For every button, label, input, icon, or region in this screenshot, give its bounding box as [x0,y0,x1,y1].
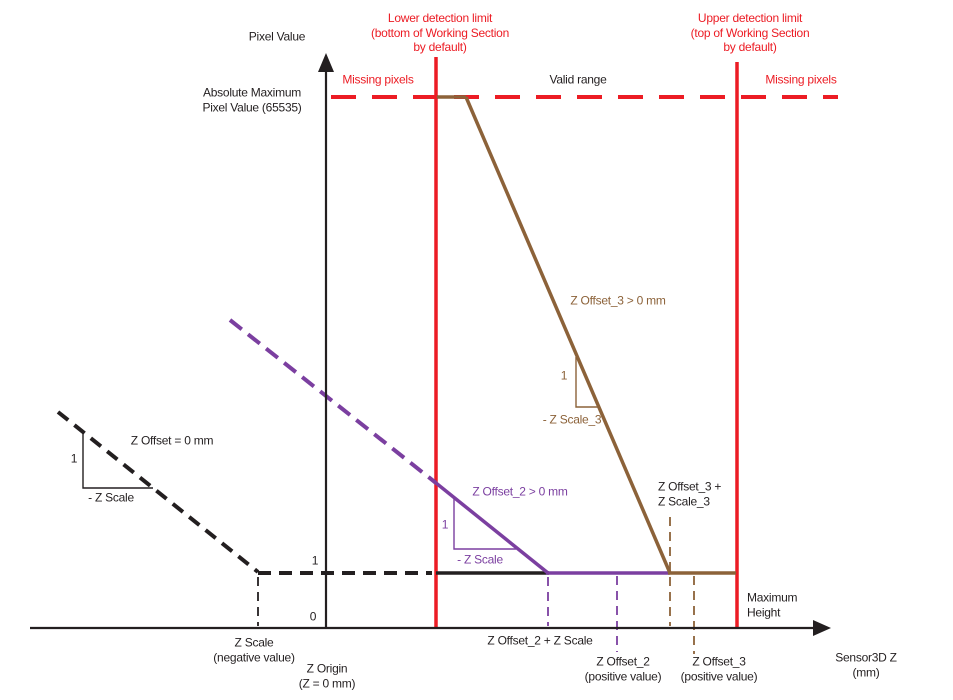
purple-slope-triangle [453,498,516,550]
maximum-height-label: Maximum Height [747,590,798,619]
black-rise-label: 1 [70,451,78,466]
missing-pixels-left-label: Missing pixels [342,72,414,87]
absolute-max-label: Absolute Maximum Pixel Value (65535) [202,85,302,114]
purple-curve-label: Z Offset_2 > 0 mm [472,484,568,499]
brown-run-label: - Z Scale_3 [542,412,602,427]
z-offset3-label: Z Offset_3 (positive value) [680,654,758,683]
z-offset2-label: Z Offset_2 (positive value) [584,654,662,683]
z-offset3-plus-scale3-label: Z Offset_3 + Z Scale_3 [658,479,722,508]
z-origin-label: Z Origin (Z = 0 mm) [298,661,356,690]
brown-curve-label: Z Offset_3 > 0 mm [570,293,666,308]
black-slope-triangle [82,432,153,489]
black-run-label: - Z Scale [88,490,134,505]
z-scale-negative-label: Z Scale (negative value) [213,635,295,664]
y-axis-label: Pixel Value [248,29,306,44]
purple-rise-label: 1 [441,517,449,532]
x-axis-arrow-icon [813,620,831,636]
y-axis-arrow-icon [318,53,334,72]
brown-curve-diagonal [464,96,672,574]
brown-rise-label: 1 [560,368,568,383]
black-curve-diagonal-dashed [56,410,260,574]
missing-pixels-right-label: Missing pixels [765,72,837,87]
z-offset-0-label: Z Offset = 0 mm [130,433,214,448]
y-tick-1-label: 1 [311,553,319,568]
purple-curve-diagonal-dashed [228,318,438,485]
valid-range-label: Valid range [549,72,607,87]
x-axis-label: Sensor3D Z (mm) [835,650,897,679]
lower-detection-limit-label: Lower detection limit (bottom of Working… [370,11,510,55]
upper-detection-limit-label: Upper detection limit (top of Working Se… [690,11,810,55]
purple-run-label: - Z Scale [457,552,503,567]
y-tick-0-label: 0 [309,609,317,624]
z-offset2-plus-scale-label: Z Offset_2 + Z Scale [487,633,593,648]
brown-slope-triangle [575,357,598,408]
